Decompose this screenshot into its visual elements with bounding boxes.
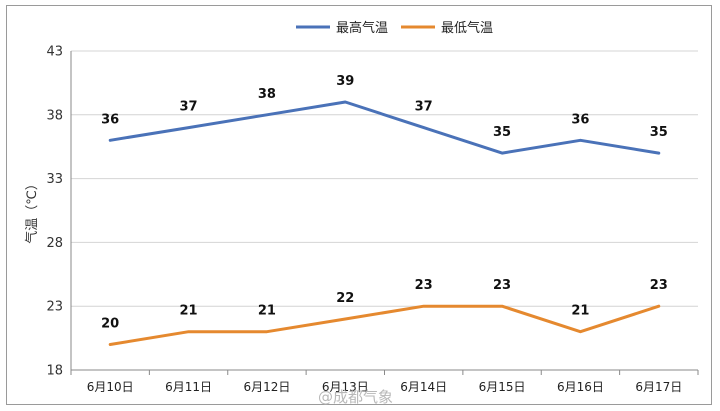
data-label: 23 (415, 278, 433, 293)
y-axis-label: 气温（℃） (24, 177, 40, 244)
data-label: 22 (336, 291, 354, 306)
y-tick-label: 23 (46, 300, 63, 315)
watermark-text: @成都气象 (318, 388, 393, 406)
x-tick-label: 6月17日 (635, 380, 682, 394)
legend: 最高气温 最低气温 (296, 20, 493, 36)
data-label: 37 (415, 100, 433, 115)
x-tick-label: 6月15日 (479, 380, 526, 394)
x-tick-label: 6月10日 (87, 380, 134, 394)
x-tick-label: 6月14日 (400, 380, 447, 394)
data-label: 35 (493, 125, 511, 140)
x-tick-label: 6月11日 (165, 380, 212, 394)
legend-label-0: 最高气温 (336, 20, 388, 36)
data-label: 39 (336, 74, 354, 89)
series-line-1 (108, 304, 661, 346)
x-tick-label: 6月16日 (557, 380, 604, 394)
grid-lines (71, 50, 698, 371)
y-tick-label: 18 (46, 364, 63, 379)
data-label: 21 (571, 304, 589, 319)
series-group (108, 100, 661, 346)
y-tick-label: 28 (46, 236, 63, 251)
data-label: 21 (258, 304, 276, 319)
legend-label-1: 最低气温 (441, 20, 493, 36)
y-tick-label: 43 (46, 45, 63, 60)
data-label: 35 (650, 125, 668, 140)
x-tick-label: 6月12日 (243, 380, 290, 394)
data-label: 36 (101, 112, 119, 127)
data-label: 20 (101, 316, 119, 331)
y-tick-labels: 18 23 28 33 38 43 (46, 45, 63, 379)
y-tick-label: 33 (46, 172, 63, 187)
data-label: 23 (650, 278, 668, 293)
data-label: 38 (258, 87, 276, 102)
chart-frame (6, 5, 712, 405)
data-labels: 36 37 38 39 37 35 36 35 20 21 21 22 23 23 21 23 (101, 74, 668, 331)
data-label: 23 (493, 278, 511, 293)
series-line-0 (108, 100, 661, 155)
x-tick-labels: 6月10日 6月11日 6月12日 6月13日 6月14日 6月15日 6月16日 6月17日 (87, 380, 683, 394)
axes (70, 51, 699, 375)
data-label: 37 (180, 100, 198, 115)
x-tick-label: 6月13日 (322, 380, 369, 394)
y-tick-label: 38 (46, 108, 63, 123)
data-label: 36 (571, 112, 589, 127)
data-label: 21 (180, 304, 198, 319)
